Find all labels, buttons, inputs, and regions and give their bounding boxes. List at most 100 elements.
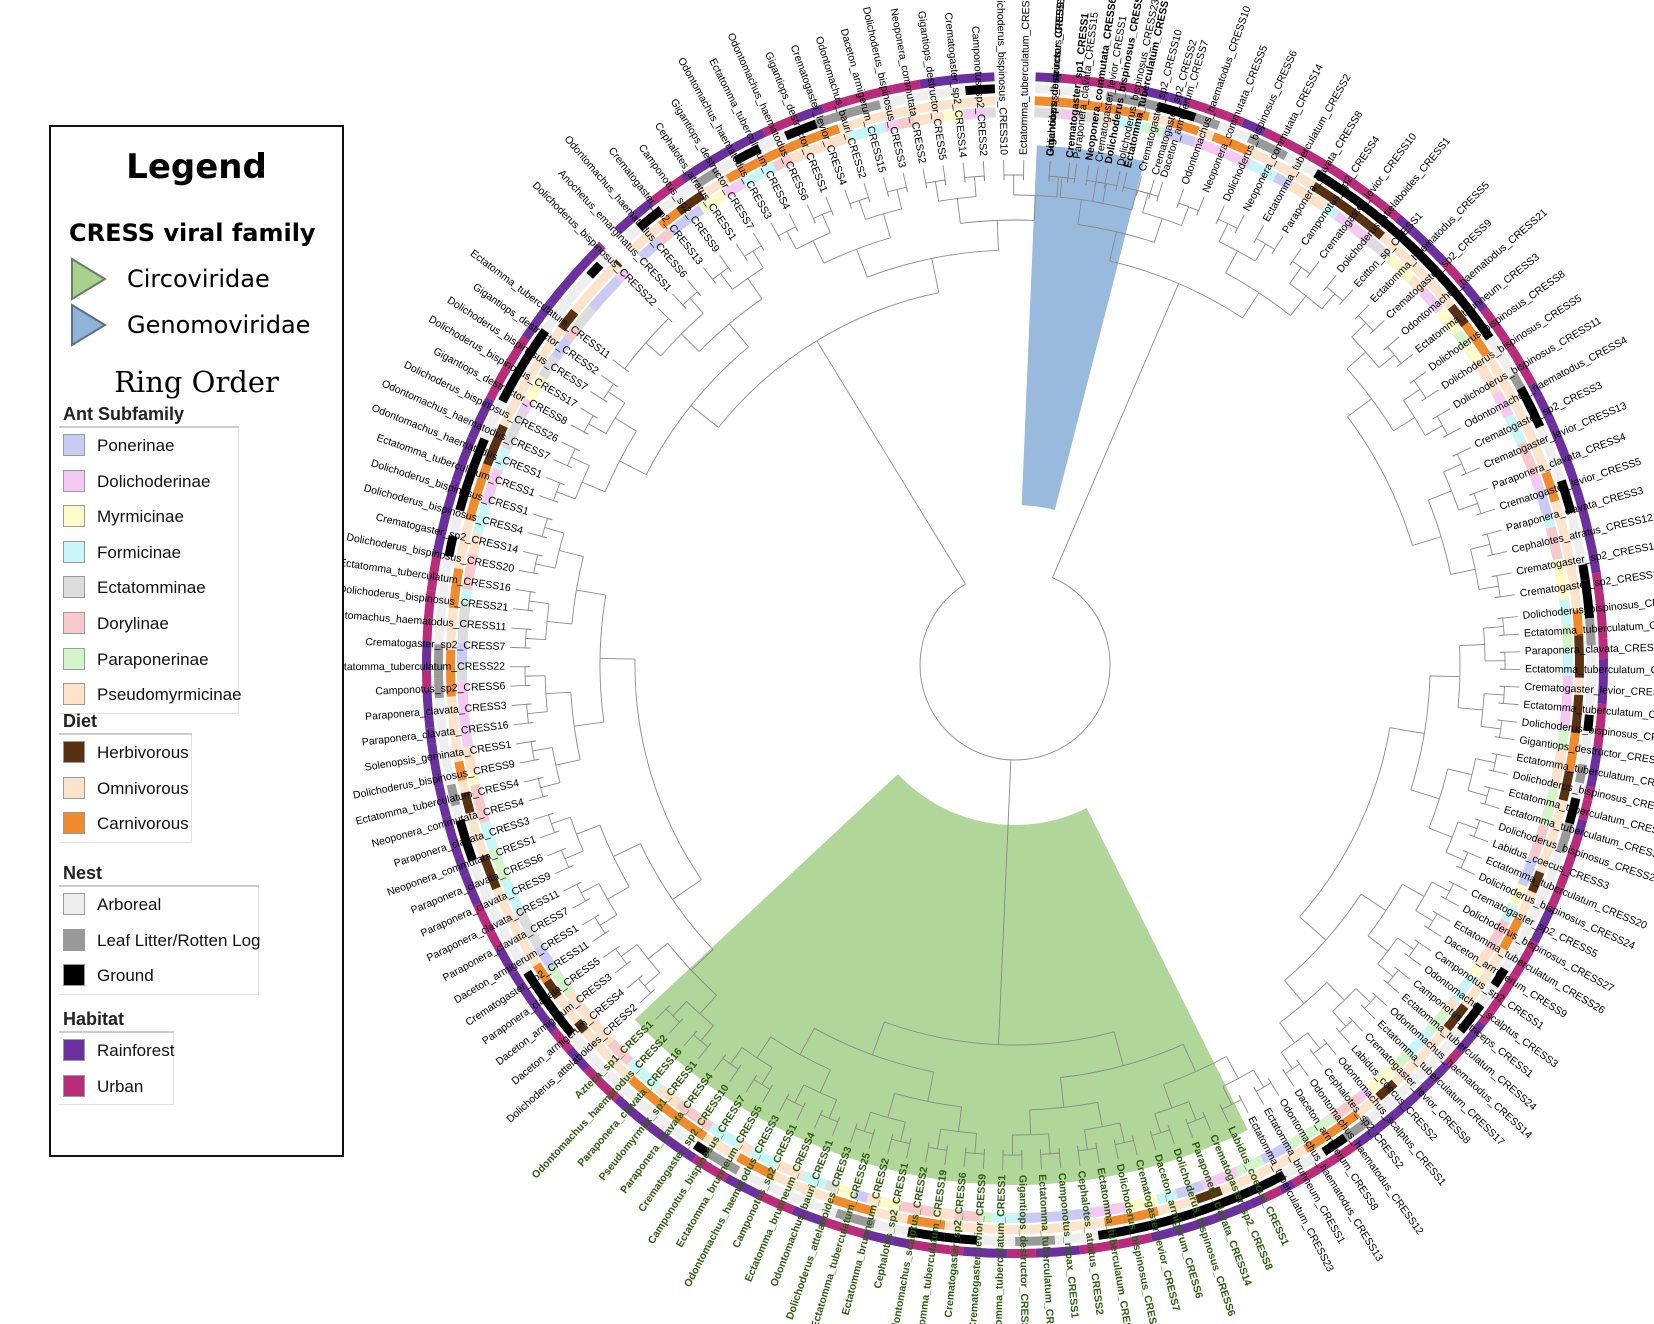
ring-segment [749, 1146, 779, 1169]
branch [561, 847, 567, 851]
ring-segment [1561, 455, 1583, 498]
branch-arc [569, 817, 584, 852]
ring-segment [1484, 956, 1501, 975]
ring-segment [957, 72, 995, 84]
ring-segment [1241, 118, 1267, 137]
branch-arc [1060, 1043, 1184, 1078]
branch [1378, 354, 1395, 368]
ring-segment [883, 119, 900, 133]
legend-item: Paraponerinae [59, 642, 238, 678]
ring-segment [1079, 1239, 1120, 1255]
branch-arc [583, 415, 594, 433]
branch [532, 746, 553, 752]
branch-arc [545, 603, 550, 640]
ring-segment [741, 162, 777, 188]
ring-segment [677, 1145, 697, 1163]
branch [722, 1054, 727, 1059]
branch [891, 1134, 894, 1140]
ring-segment [1574, 818, 1588, 837]
ring-segment [709, 142, 739, 165]
ring-segment [1179, 1206, 1203, 1222]
branch [802, 1102, 806, 1108]
ring-segment [1156, 102, 1197, 122]
branch [1202, 1111, 1206, 1117]
ring-segment [1585, 617, 1596, 646]
branch [1394, 966, 1399, 971]
branch [1234, 228, 1238, 234]
tip-label: Crematogaster_sp2_CRESS7 [365, 636, 506, 653]
branch-arc [541, 518, 548, 537]
ring-segment [462, 571, 475, 591]
branch [668, 318, 673, 323]
ring-segment [1142, 122, 1166, 138]
branch [1097, 1102, 1103, 1127]
ring-segment [571, 277, 606, 315]
ring-segment [1508, 883, 1527, 907]
ring-segment [447, 710, 459, 732]
ring-segment [614, 208, 642, 235]
ring-segment [565, 990, 592, 1019]
branch [604, 930, 610, 934]
ring-segment [645, 1090, 675, 1117]
branch [585, 898, 591, 902]
branch [934, 181, 940, 202]
ring-segment [1530, 906, 1555, 944]
branch [1372, 992, 1377, 997]
branch [812, 240, 825, 264]
ring-segment [437, 568, 451, 602]
ring-segment [1461, 321, 1491, 358]
legend-item-label: Leaf Litter/Rotten Log [97, 930, 261, 950]
ring-segment [452, 436, 476, 482]
ring-segment [423, 711, 435, 729]
ring-segment [1313, 169, 1346, 195]
legend-item: Urban [59, 1069, 173, 1105]
ring-segment [1291, 1158, 1333, 1188]
ring-segment [646, 1122, 683, 1153]
ring-segment [1400, 235, 1429, 264]
ring-segment [965, 84, 995, 96]
ring-segment [636, 206, 665, 232]
ring-segment [1528, 824, 1549, 861]
branch [1458, 503, 1478, 511]
branch [1113, 1139, 1116, 1145]
branch [620, 944, 638, 957]
ring-order-title: Ring Order [114, 365, 279, 399]
ring-segment [756, 1190, 795, 1215]
branch-arc [602, 383, 614, 400]
ring-segment [1477, 982, 1498, 1008]
branch [1393, 417, 1415, 432]
ring-segment [1354, 1093, 1382, 1118]
branch-arc [1499, 720, 1503, 738]
legend-item-label: Ponerinae [97, 436, 175, 455]
ring-segment [1061, 73, 1078, 85]
branch-arc [1326, 286, 1344, 302]
ring-segment [733, 144, 762, 165]
ring-segment [1517, 441, 1540, 478]
branch [535, 563, 556, 569]
ring-segment [1364, 190, 1401, 222]
ring-segment [1424, 1036, 1441, 1054]
ring-segment [1534, 884, 1552, 908]
branch [574, 721, 605, 727]
ring-segment [1425, 1008, 1450, 1035]
ring-segment [1535, 489, 1553, 517]
ring-segment [929, 86, 966, 100]
ring-segment [1487, 317, 1517, 354]
ring-segment [800, 1170, 828, 1190]
branch [553, 500, 559, 503]
branch [937, 1129, 942, 1149]
ring-segment [1197, 126, 1215, 141]
ring-segment [421, 640, 432, 671]
ring-segment [1423, 1061, 1451, 1089]
branch [925, 183, 928, 189]
branch [1181, 206, 1190, 226]
branch [1029, 1109, 1032, 1135]
ring-segment [1365, 1060, 1402, 1094]
ring-segment [435, 600, 447, 625]
ring-segment [547, 964, 574, 996]
ring-segment [1367, 1099, 1393, 1123]
branch [958, 1106, 962, 1132]
ring-segment [837, 112, 882, 133]
ring-segment [691, 1154, 729, 1182]
branch [650, 989, 655, 994]
